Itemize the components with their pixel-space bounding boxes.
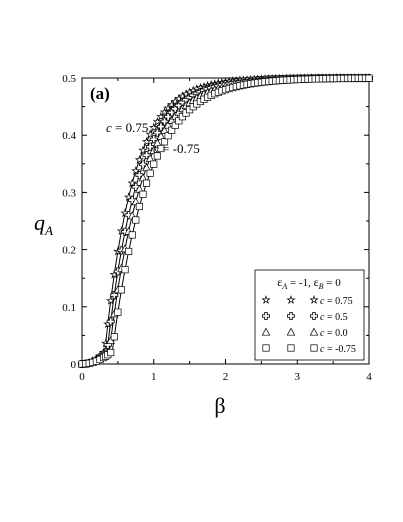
y-tick-label: 0 bbox=[71, 359, 77, 371]
marker-c-0 bbox=[153, 138, 162, 147]
marker-c-0.75 bbox=[131, 165, 141, 175]
x-tick-label: 1 bbox=[151, 371, 157, 383]
marker-c--0.75 bbox=[117, 286, 126, 294]
marker-c-0 bbox=[135, 184, 144, 193]
legend-marker-star bbox=[286, 295, 296, 304]
marker-c--0.75 bbox=[132, 216, 140, 224]
marker-c--0.75 bbox=[146, 169, 154, 177]
marker-c--0.75 bbox=[157, 144, 165, 153]
legend-marker-triangle bbox=[309, 327, 319, 336]
marker-c-0.75 bbox=[141, 136, 152, 146]
marker-c--0.75 bbox=[168, 126, 176, 134]
marker-c-0 bbox=[167, 115, 176, 124]
marker-c--0.75 bbox=[171, 121, 179, 129]
series-markers bbox=[77, 73, 374, 369]
marker-c--0.75 bbox=[139, 190, 147, 198]
marker-c--0.75 bbox=[107, 349, 115, 357]
marker-c--0.75 bbox=[125, 247, 133, 256]
annotation-c-minus075: c = -0.75 bbox=[153, 141, 200, 156]
marker-c-0.5 bbox=[110, 291, 119, 300]
y-tick-label: 0.4 bbox=[62, 130, 76, 142]
marker-c--0.75 bbox=[175, 117, 183, 125]
y-tick-label: 0.1 bbox=[62, 302, 76, 314]
annotation-c-075: c = 0.75 bbox=[106, 120, 148, 135]
marker-c-0.75 bbox=[145, 129, 155, 139]
legend-marker-star bbox=[309, 295, 319, 304]
marker-c-0 bbox=[163, 120, 173, 129]
marker-c-0 bbox=[160, 125, 169, 134]
marker-c--0.75 bbox=[365, 74, 373, 82]
marker-c--0.75 bbox=[153, 152, 161, 160]
x-tick-label: 3 bbox=[295, 371, 301, 383]
marker-c--0.75 bbox=[143, 179, 151, 187]
marker-c-0.75 bbox=[138, 145, 148, 155]
marker-c--0.75 bbox=[160, 138, 169, 146]
y-axis-title: qA bbox=[34, 210, 53, 238]
marker-c--0.75 bbox=[110, 333, 118, 341]
marker-c-0.75 bbox=[156, 111, 166, 121]
legend-marker-square bbox=[262, 344, 270, 352]
legend-marker-cross bbox=[286, 311, 296, 321]
y-tick-label: 0.2 bbox=[62, 245, 76, 257]
marker-c-0 bbox=[156, 131, 166, 140]
marker-c-0 bbox=[142, 163, 151, 172]
x-tick-label: 0 bbox=[79, 371, 85, 383]
legend-entry-c-00: c = 0.0 bbox=[320, 328, 348, 339]
x-tick-label: 4 bbox=[366, 371, 372, 383]
axis-ticks: 0 1 2 3 4 0 0.1 0.2 0.3 0.4 0.5 bbox=[62, 73, 372, 383]
marker-c-0.75 bbox=[127, 178, 137, 188]
x-axis-title: β bbox=[214, 393, 225, 418]
marker-c-0 bbox=[145, 153, 155, 162]
legend-entry-c-075: c = 0.75 bbox=[320, 296, 353, 307]
legend-marker-star bbox=[261, 295, 271, 304]
legend-entry-c-minus075: c = -0.75 bbox=[320, 344, 356, 355]
panel-label: (a) bbox=[90, 84, 110, 103]
legend-marker-cross bbox=[261, 311, 271, 321]
marker-c-0 bbox=[138, 173, 148, 182]
legend-box bbox=[254, 269, 365, 361]
marker-c-0.5 bbox=[121, 227, 130, 236]
y-tick-label: 0.5 bbox=[62, 73, 76, 85]
marker-c-0.75 bbox=[152, 116, 163, 126]
y-tick-label: 0.3 bbox=[62, 187, 76, 199]
marker-c--0.75 bbox=[164, 132, 172, 140]
legend-markers bbox=[261, 295, 319, 352]
marker-c--0.75 bbox=[178, 113, 187, 121]
legend-title: εA = -1, εB = 0 bbox=[277, 275, 341, 291]
marker-c-0 bbox=[149, 145, 159, 154]
legend-marker-triangle bbox=[286, 327, 296, 336]
marker-c--0.75 bbox=[121, 266, 129, 274]
marker-c--0.75 bbox=[114, 308, 122, 316]
marker-c-0.75 bbox=[134, 154, 145, 164]
marker-c-0.75 bbox=[106, 295, 116, 305]
legend-marker-square bbox=[287, 344, 295, 352]
marker-c--0.75 bbox=[135, 202, 143, 211]
marker-c--0.75 bbox=[128, 231, 136, 239]
marker-c-0.75 bbox=[159, 107, 170, 117]
marker-c-0.75 bbox=[149, 122, 159, 132]
legend-marker-cross bbox=[309, 311, 319, 321]
legend-marker-triangle bbox=[261, 327, 271, 336]
x-tick-label: 2 bbox=[223, 371, 229, 383]
legend: εA = -1, εB = 0 c = 0.75 c = 0.5 c = 0.0… bbox=[254, 269, 365, 361]
legend-marker-square bbox=[310, 344, 318, 352]
legend-entry-c-05: c = 0.5 bbox=[320, 312, 348, 323]
marker-c-0.5 bbox=[106, 317, 115, 326]
marker-c--0.75 bbox=[150, 160, 158, 168]
